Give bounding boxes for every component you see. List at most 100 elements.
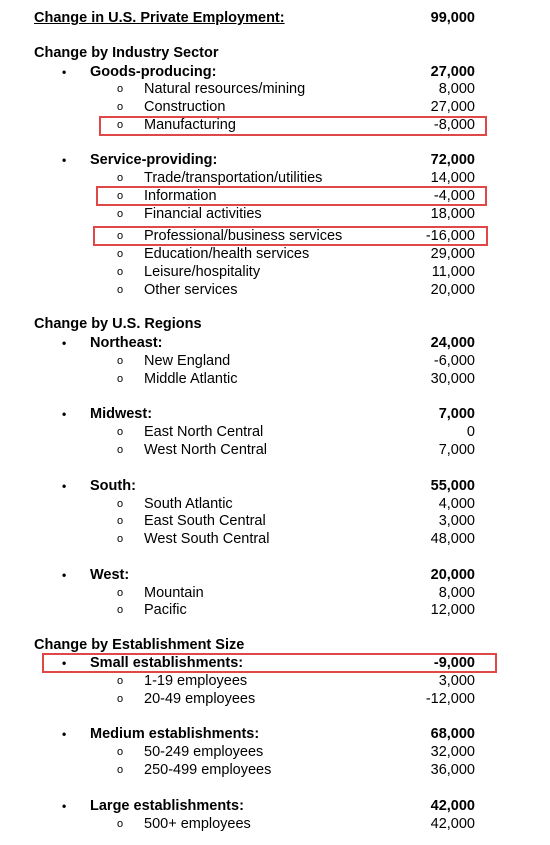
northeast-value: 24,000 (430, 335, 475, 351)
northeast-row: • Northeast: 24,000 (0, 334, 550, 352)
sub-bullet-icon: o (117, 818, 124, 830)
item-value: 14,000 (430, 170, 475, 186)
service-providing-label: Service-providing: (90, 152, 218, 168)
sub-bullet-icon: o (117, 190, 124, 202)
small-establishments-value: -9,000 (433, 655, 475, 671)
item-label: West North Central (144, 442, 268, 458)
item-value: 27,000 (430, 99, 475, 115)
item-value: 18,000 (430, 206, 475, 222)
item-value: -16,000 (425, 228, 475, 244)
item-label: 250-499 employees (144, 762, 272, 778)
bullet-icon: • (62, 479, 67, 493)
highlight-box-small-establishments (42, 653, 497, 673)
item-label: East South Central (144, 513, 266, 529)
item-label: New England (144, 353, 231, 369)
small-establishments-label: Small establishments: (90, 655, 244, 671)
item-value: -6,000 (433, 353, 475, 369)
bullet-icon: • (62, 727, 67, 741)
northeast-label: Northeast: (90, 335, 163, 351)
item-value: 4,000 (438, 496, 475, 512)
industry-heading: Change by Industry Sector (34, 45, 219, 61)
item-label: Other services (144, 282, 238, 298)
list-item: o West North Central 7,000 (0, 441, 550, 459)
item-value: 11,000 (431, 264, 475, 280)
service-providing-value: 72,000 (430, 152, 475, 168)
goods-producing-label: Goods-producing: (90, 64, 217, 80)
bullet-icon: • (62, 153, 67, 167)
list-item: o 250-499 employees 36,000 (0, 761, 550, 779)
goods-producing-row: • Goods-producing: 27,000 (0, 63, 550, 81)
list-item: o Middle Atlantic 30,000 (0, 370, 550, 388)
list-item: o South Atlantic 4,000 (0, 495, 550, 513)
list-item: o Trade/transportation/utilities 14,000 (0, 169, 550, 187)
large-establishments-value: 42,000 (430, 798, 475, 814)
item-label: Trade/transportation/utilities (144, 170, 323, 186)
midwest-row: • Midwest: 7,000 (0, 405, 550, 423)
item-label: 500+ employees (144, 816, 251, 832)
item-value: 8,000 (438, 585, 475, 601)
bullet-icon: • (62, 65, 67, 79)
bullet-icon: • (62, 799, 67, 813)
item-label: South Atlantic (144, 496, 233, 512)
sub-bullet-icon: o (117, 373, 124, 385)
bullet-icon: • (62, 568, 67, 582)
south-row: • South: 55,000 (0, 477, 550, 495)
sub-bullet-icon: o (117, 83, 124, 95)
item-value: 32,000 (430, 744, 475, 760)
highlight-box-information (96, 186, 487, 206)
item-label: East North Central (144, 424, 264, 440)
west-value: 20,000 (430, 567, 475, 583)
item-label: Leisure/hospitality (144, 264, 261, 280)
sub-bullet-icon: o (117, 604, 124, 616)
list-item: o Natural resources/mining 8,000 (0, 80, 550, 98)
sub-bullet-icon: o (117, 675, 124, 687)
list-item: o West South Central 48,000 (0, 530, 550, 548)
goods-producing-value: 27,000 (430, 64, 475, 80)
west-row: • West: 20,000 (0, 566, 550, 584)
item-value: -8,000 (433, 117, 475, 133)
sub-bullet-icon: o (117, 426, 124, 438)
list-item: o Mountain 8,000 (0, 584, 550, 602)
list-item: o 50-249 employees 32,000 (0, 743, 550, 761)
sub-bullet-icon: o (117, 208, 124, 220)
sub-bullet-icon: o (117, 355, 124, 367)
item-label: 20-49 employees (144, 691, 256, 707)
sub-bullet-icon: o (117, 587, 124, 599)
item-label: Financial activities (144, 206, 262, 222)
small-establishments-row: • Small establishments: -9,000 (0, 654, 550, 672)
sub-bullet-icon: o (117, 533, 124, 545)
highlight-box-manufacturing (99, 116, 487, 136)
bullet-icon: • (62, 656, 67, 670)
list-item: o Professional/business services -16,000 (0, 227, 550, 245)
item-value: -4,000 (433, 188, 475, 204)
item-value: 3,000 (438, 673, 475, 689)
item-value: 42,000 (430, 816, 475, 832)
report-title-row: Change in U.S. Private Employment: 99,00… (0, 9, 550, 27)
item-label: Professional/business services (144, 228, 343, 244)
sub-bullet-icon: o (117, 101, 124, 113)
list-item: o Other services 20,000 (0, 281, 550, 299)
medium-establishments-value: 68,000 (430, 726, 475, 742)
item-value: 7,000 (438, 442, 475, 458)
sub-bullet-icon: o (117, 746, 124, 758)
list-item: o Construction 27,000 (0, 98, 550, 116)
list-item: o East North Central 0 (0, 423, 550, 441)
sub-bullet-icon: o (117, 119, 124, 131)
list-item: o East South Central 3,000 (0, 512, 550, 530)
list-item: o Pacific 12,000 (0, 601, 550, 619)
large-establishments-label: Large establishments: (90, 798, 244, 814)
large-establishments-row: • Large establishments: 42,000 (0, 797, 550, 815)
item-label: Pacific (144, 602, 187, 618)
list-item: o Financial activities 18,000 (0, 205, 550, 223)
item-label: Mountain (144, 585, 204, 601)
item-value: 48,000 (430, 531, 475, 547)
sub-bullet-icon: o (117, 764, 124, 776)
industry-heading-row: Change by Industry Sector (0, 44, 550, 62)
medium-establishments-label: Medium establishments: (90, 726, 260, 742)
item-label: Construction (144, 99, 226, 115)
item-value: 8,000 (438, 81, 475, 97)
report-title-value: 99,000 (430, 10, 475, 26)
south-value: 55,000 (430, 478, 475, 494)
sub-bullet-icon: o (117, 248, 124, 260)
list-item: o Education/health services 29,000 (0, 245, 550, 263)
